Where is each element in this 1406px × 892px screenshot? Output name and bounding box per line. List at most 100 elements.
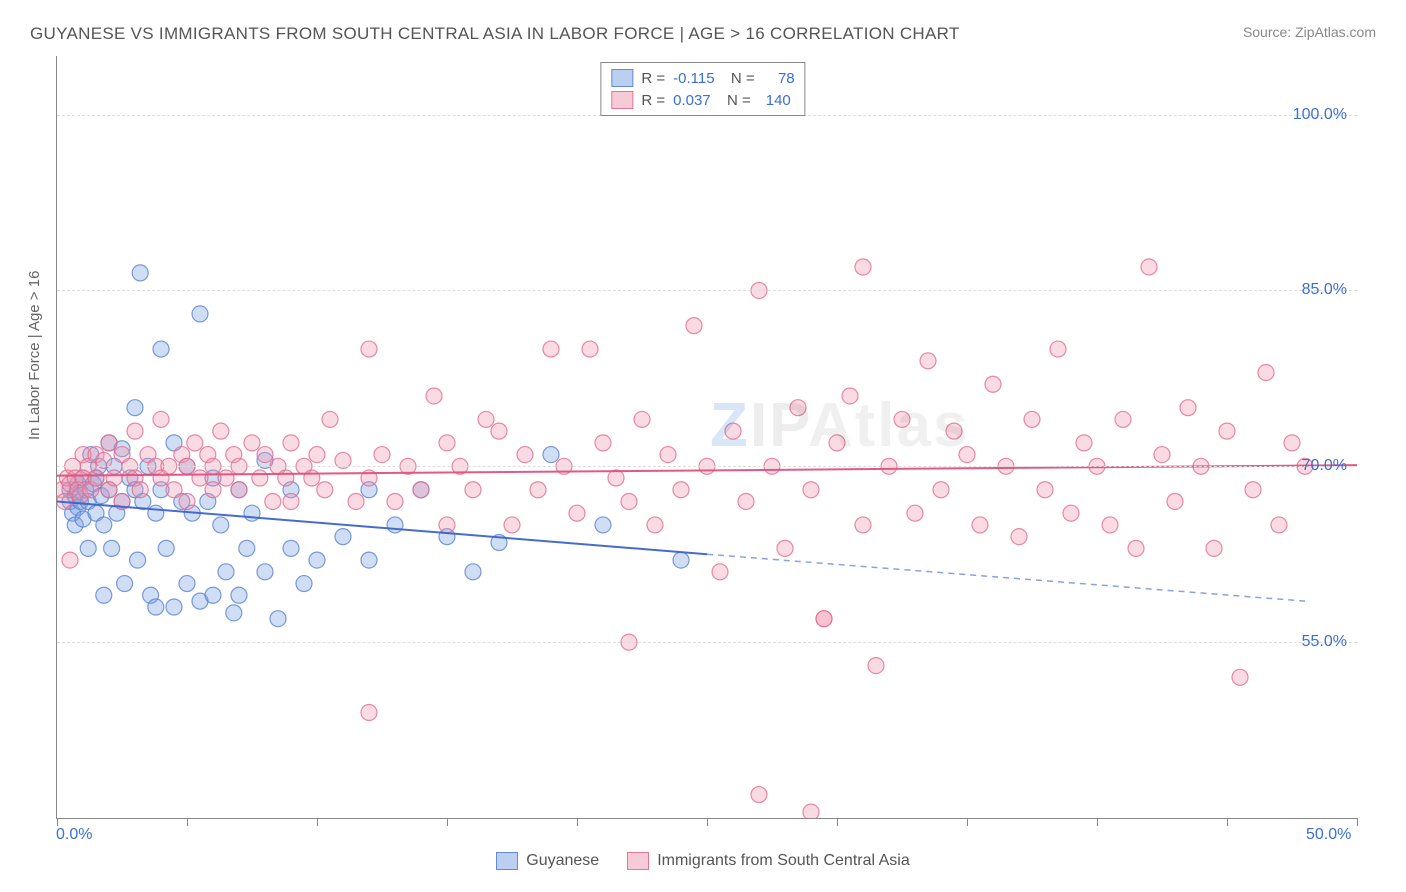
data-point [1128, 540, 1144, 556]
data-point [153, 341, 169, 357]
legend-label-2: Immigrants from South Central Asia [657, 852, 910, 870]
grid-line [57, 642, 1357, 643]
r-value-1: -0.115 [673, 70, 714, 87]
scatter-svg [57, 56, 1357, 818]
data-point [213, 517, 229, 533]
data-point [725, 423, 741, 439]
legend-item-1: Guyanese [496, 852, 599, 870]
data-point [1076, 435, 1092, 451]
data-point [504, 517, 520, 533]
swatch-series-2 [611, 91, 633, 109]
data-point [296, 576, 312, 592]
x-tick [447, 818, 448, 826]
data-point [855, 259, 871, 275]
data-point [127, 400, 143, 416]
data-point [309, 552, 325, 568]
data-point [88, 470, 104, 486]
data-point [1271, 517, 1287, 533]
swatch-series-1 [611, 69, 633, 87]
data-point [595, 435, 611, 451]
data-point [148, 505, 164, 521]
x-tick [707, 818, 708, 826]
data-point [530, 482, 546, 498]
data-point [1102, 517, 1118, 533]
data-point [1050, 341, 1066, 357]
data-point [192, 470, 208, 486]
data-point [1180, 400, 1196, 416]
data-point [582, 341, 598, 357]
legend-item-2: Immigrants from South Central Asia [627, 852, 910, 870]
data-point [959, 447, 975, 463]
legend-label-1: Guyanese [526, 852, 599, 870]
data-point [439, 517, 455, 533]
data-point [335, 529, 351, 545]
x-tick [967, 818, 968, 826]
y-tick-label: 100.0% [1293, 106, 1347, 124]
data-point [283, 435, 299, 451]
legend-bottom: Guyanese Immigrants from South Central A… [0, 852, 1406, 870]
swatch-series-2 [627, 852, 649, 870]
x-tick [57, 818, 58, 826]
data-point [166, 482, 182, 498]
data-point [413, 482, 429, 498]
data-point [153, 411, 169, 427]
x-tick [1357, 818, 1358, 826]
data-point [80, 540, 96, 556]
r-label: R = [641, 92, 665, 109]
data-point [634, 411, 650, 427]
data-point [205, 587, 221, 603]
data-point [621, 493, 637, 509]
data-point [647, 517, 663, 533]
data-point [803, 804, 819, 818]
r-value-2: 0.037 [673, 92, 711, 109]
swatch-series-1 [496, 852, 518, 870]
y-tick-label: 70.0% [1302, 457, 1347, 475]
data-point [842, 388, 858, 404]
legend-stats-row-1: R = -0.115 N = 78 [611, 67, 794, 89]
data-point [304, 470, 320, 486]
y-axis-title: In Labor Force | Age > 16 [26, 271, 43, 440]
data-point [106, 470, 122, 486]
data-point [148, 599, 164, 615]
n-label: N = [719, 92, 751, 109]
data-point [1141, 259, 1157, 275]
data-point [1115, 411, 1131, 427]
data-point [491, 423, 507, 439]
data-point [104, 540, 120, 556]
data-point [816, 611, 832, 627]
chart-title: GUYANESE VS IMMIGRANTS FROM SOUTH CENTRA… [30, 24, 960, 44]
x-tick [837, 818, 838, 826]
data-point [738, 493, 754, 509]
data-point [868, 658, 884, 674]
data-point [465, 564, 481, 580]
x-tick [187, 818, 188, 826]
data-point [1206, 540, 1222, 556]
data-point [283, 540, 299, 556]
grid-line [57, 466, 1357, 467]
data-point [62, 552, 78, 568]
data-point [478, 411, 494, 427]
data-point [179, 493, 195, 509]
data-point [361, 704, 377, 720]
data-point [278, 470, 294, 486]
data-point [1167, 493, 1183, 509]
data-point [855, 517, 871, 533]
x-tick-label-right: 50.0% [1306, 826, 1351, 844]
data-point [712, 564, 728, 580]
x-tick [1227, 818, 1228, 826]
data-point [673, 552, 689, 568]
data-point [205, 482, 221, 498]
data-point [543, 341, 559, 357]
data-point [790, 400, 806, 416]
data-point [218, 564, 234, 580]
data-point [218, 470, 234, 486]
data-point [972, 517, 988, 533]
data-point [1024, 411, 1040, 427]
data-point [158, 540, 174, 556]
plot-area: 55.0%70.0%85.0%100.0% [56, 56, 1357, 819]
data-point [127, 423, 143, 439]
data-point [283, 493, 299, 509]
data-point [1011, 529, 1027, 545]
data-point [751, 787, 767, 803]
data-point [803, 482, 819, 498]
